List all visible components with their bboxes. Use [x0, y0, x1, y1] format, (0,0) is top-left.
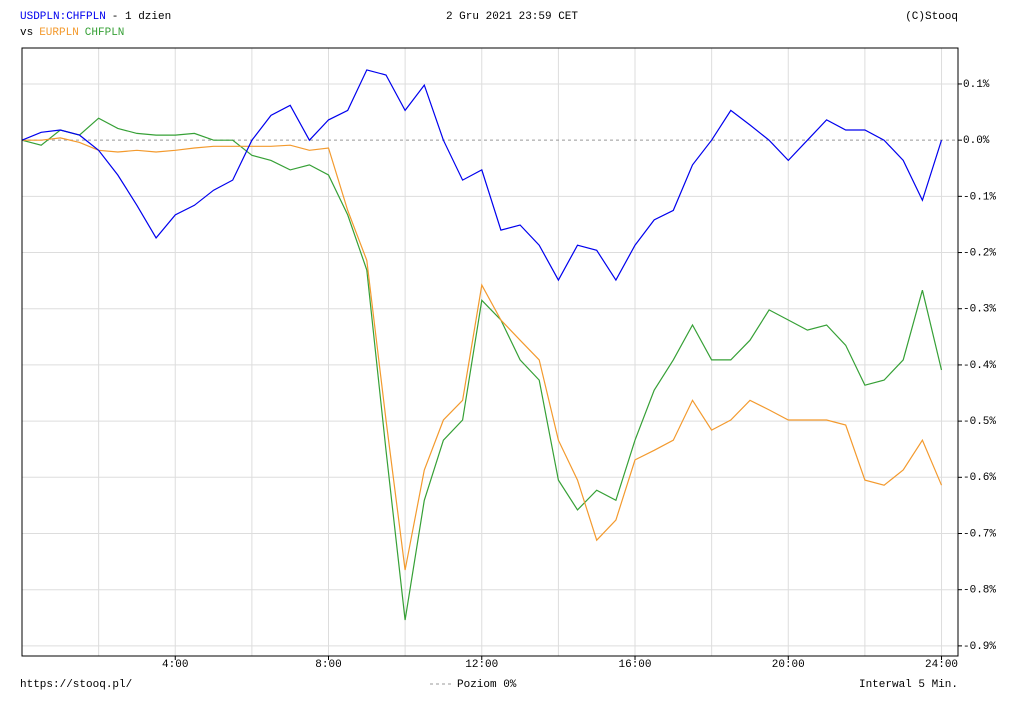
y-tick-label: 0.1% — [963, 79, 990, 91]
y-tick-label: -0.1% — [963, 191, 996, 203]
series-line — [21, 117, 943, 621]
x-tick-label: 8:00 — [315, 659, 341, 671]
legend-label: EURPLN — [39, 27, 79, 39]
x-tick-label: 20:00 — [772, 659, 805, 671]
interval: Interwal 5 Min. — [859, 679, 958, 691]
source: (C)Stooq — [905, 11, 958, 23]
zero-legend-label: Poziom 0% — [457, 679, 517, 691]
series-line — [21, 69, 943, 282]
date: 2 Gru 2021 23:59 CET — [446, 11, 578, 23]
plot-frame — [21, 47, 959, 657]
x-tick-label: 12:00 — [465, 659, 498, 671]
x-tick-label: 16:00 — [619, 659, 652, 671]
y-tick-label: -0.5% — [963, 416, 996, 428]
legend-label: CHFPLN — [85, 27, 125, 39]
chart-title: - 1 dzien — [112, 11, 171, 23]
series-line — [22, 137, 943, 571]
y-tick-label: -0.4% — [963, 360, 996, 372]
y-tick-label: -0.6% — [963, 472, 996, 484]
legend-label: USDPLN:CHFPLN — [20, 11, 106, 23]
y-tick-label: -0.8% — [963, 585, 996, 597]
x-tick-label: 4:00 — [162, 659, 188, 671]
url: https://stooq.pl/ — [20, 679, 132, 691]
y-tick-label: -0.3% — [963, 304, 996, 316]
y-tick-label: -0.7% — [963, 528, 996, 540]
y-tick-label: -0.2% — [963, 247, 996, 259]
vs-label: vs — [20, 27, 33, 39]
y-tick-label: -0.9% — [963, 641, 996, 653]
x-tick-label: 24:00 — [925, 659, 958, 671]
y-tick-label: 0.0% — [963, 135, 990, 147]
